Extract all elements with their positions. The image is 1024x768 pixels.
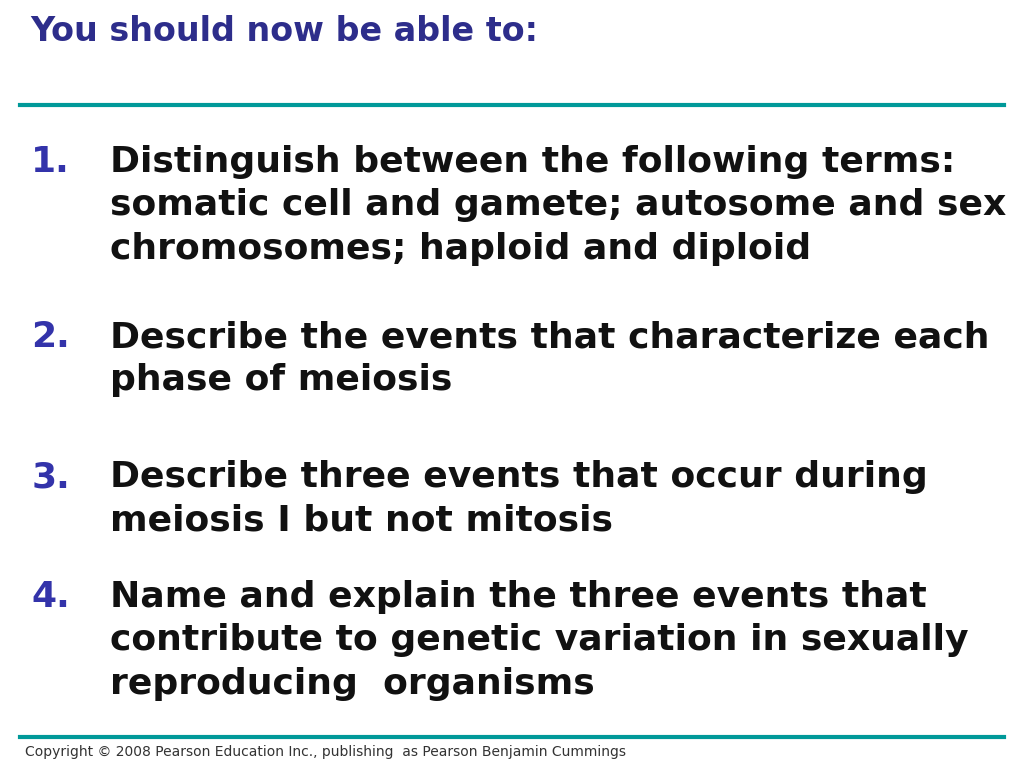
Text: Copyright © 2008 Pearson Education Inc., publishing  as Pearson Benjamin Cumming: Copyright © 2008 Pearson Education Inc.,… <box>25 745 626 759</box>
Text: 2.: 2. <box>32 320 70 354</box>
Text: 1.: 1. <box>32 145 70 179</box>
Text: Name and explain the three events that
contribute to genetic variation in sexual: Name and explain the three events that c… <box>110 580 969 701</box>
Text: Describe three events that occur during
meiosis I but not mitosis: Describe three events that occur during … <box>110 460 928 538</box>
Text: You should now be able to:: You should now be able to: <box>30 15 538 48</box>
Text: Distinguish between the following terms:
somatic cell and gamete; autosome and s: Distinguish between the following terms:… <box>110 145 1007 266</box>
Text: Describe the events that characterize each
phase of meiosis: Describe the events that characterize ea… <box>110 320 989 398</box>
Text: 3.: 3. <box>32 460 70 494</box>
Text: 4.: 4. <box>32 580 70 614</box>
